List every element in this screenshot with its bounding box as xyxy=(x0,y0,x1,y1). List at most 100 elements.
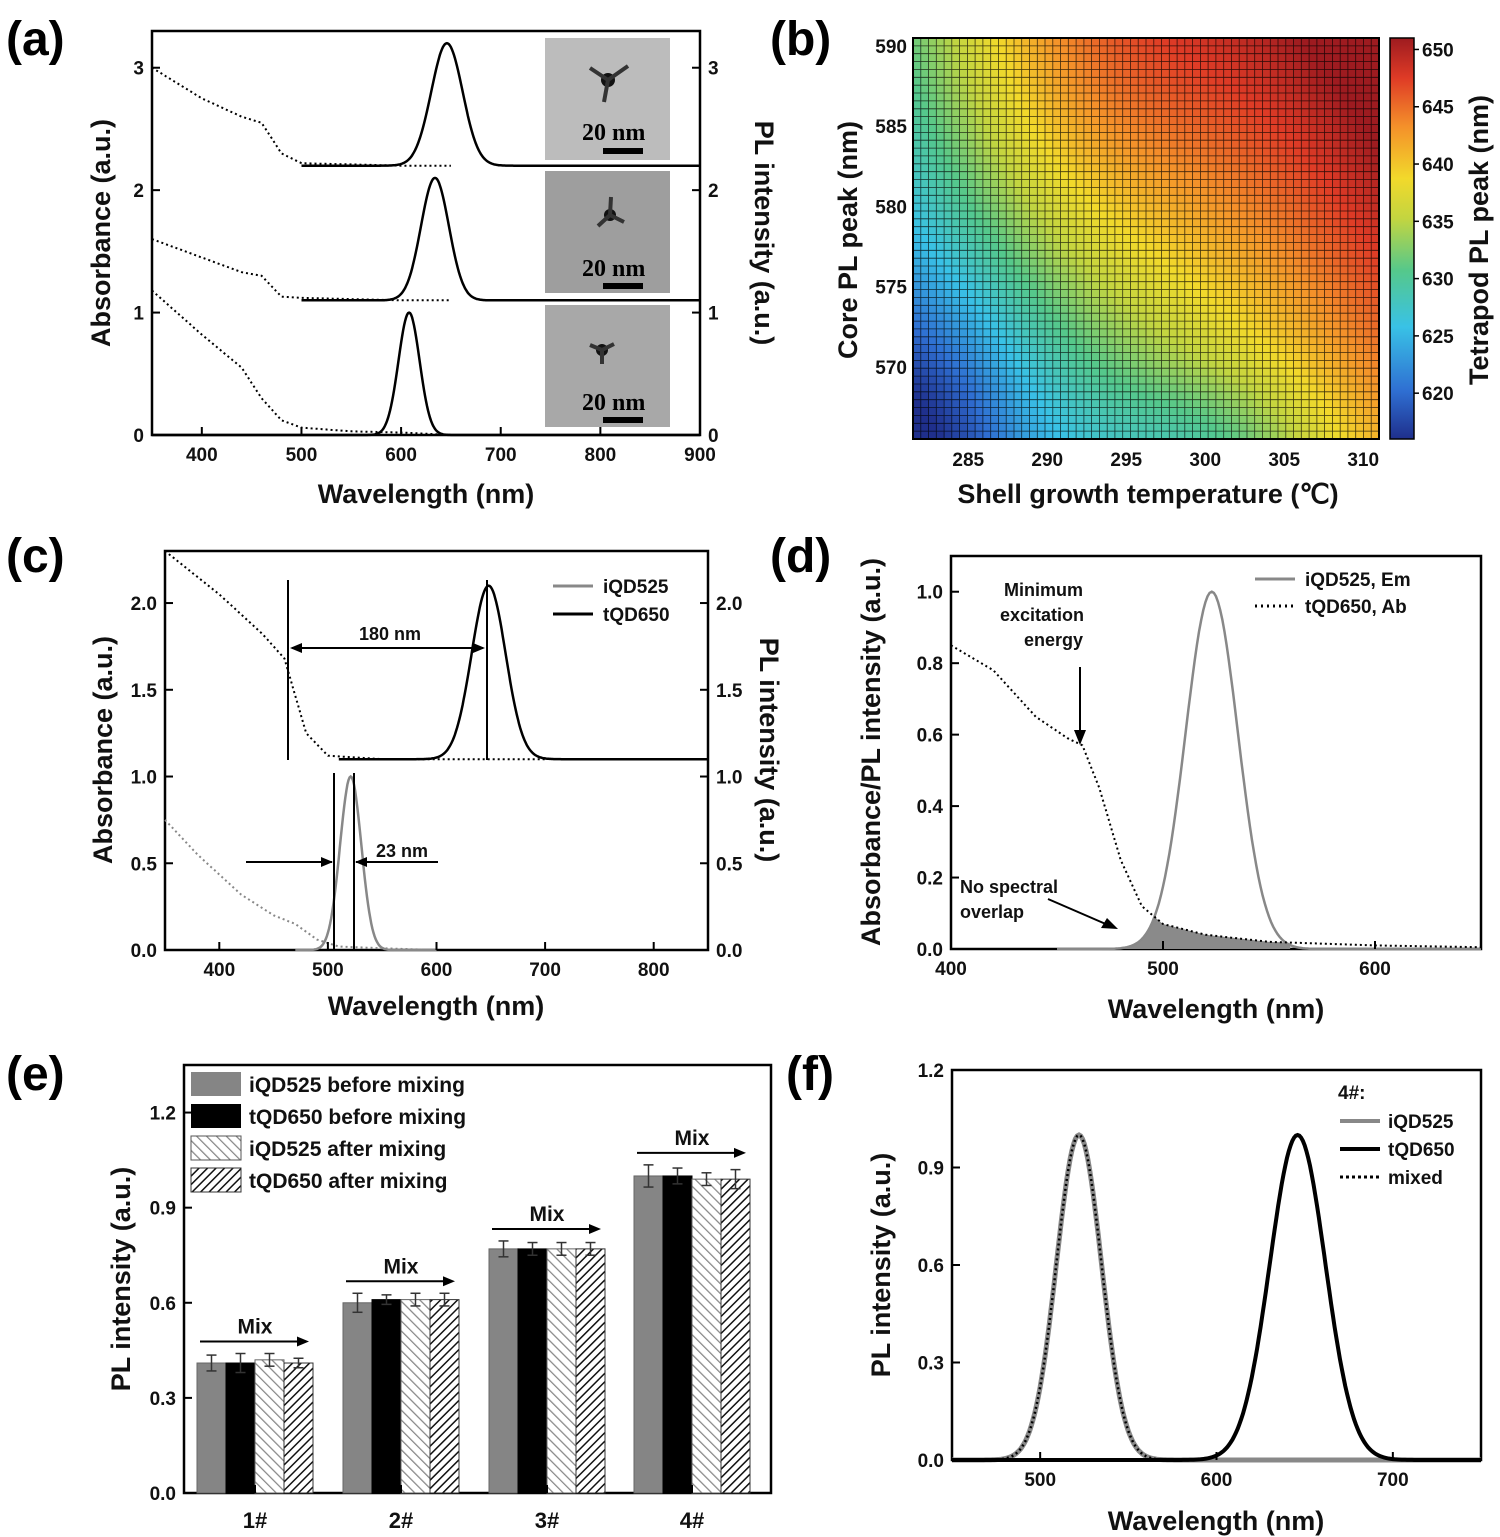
heatmap-cell xyxy=(990,148,999,157)
heatmap-cell xyxy=(1161,38,1170,47)
heatmap-cell xyxy=(990,140,999,149)
heatmap-cell xyxy=(1262,328,1271,338)
heatmap-cell xyxy=(1332,368,1341,377)
heatmap-cell xyxy=(1161,124,1170,133)
heatmap-cell xyxy=(1246,155,1256,165)
heatmap-cell xyxy=(928,383,937,393)
heatmap-cell xyxy=(1332,171,1341,180)
heatmap-cell xyxy=(1114,93,1124,102)
heatmap-cell xyxy=(920,376,929,385)
heatmap-cell xyxy=(928,258,937,267)
heatmap-cell xyxy=(1324,242,1333,251)
heatmap-cell xyxy=(1301,305,1310,314)
heatmap-cell xyxy=(1192,289,1201,298)
heatmap-cell xyxy=(1169,132,1178,141)
heatmap-cell xyxy=(1371,61,1380,70)
heatmap-cell xyxy=(1076,203,1085,212)
heatmap-cell xyxy=(967,77,976,86)
heatmap-cell xyxy=(1324,407,1333,416)
heatmap-cell xyxy=(1363,140,1372,149)
heatmap-cell xyxy=(990,297,999,306)
heatmap-cell xyxy=(1254,210,1263,220)
heatmap-cell xyxy=(998,391,1007,401)
heatmap-cell xyxy=(1161,328,1170,338)
heatmap-cell xyxy=(928,108,937,118)
heatmap-cell xyxy=(967,234,976,243)
heatmap-cell xyxy=(1332,391,1341,401)
heatmap-cell xyxy=(1371,45,1380,55)
heatmap-cell xyxy=(1231,234,1240,243)
heatmap-cell xyxy=(1239,53,1248,62)
heatmap-cell xyxy=(1316,140,1326,149)
heatmap-cell xyxy=(1192,376,1201,385)
heatmap-cell xyxy=(1301,266,1310,275)
heatmap-cell xyxy=(1037,108,1046,118)
heatmap-cell xyxy=(1192,187,1201,196)
heatmap-cell xyxy=(1262,360,1271,369)
heatmap-cell xyxy=(1309,187,1318,196)
pl-line-5 xyxy=(301,41,700,167)
heatmap-cell xyxy=(1285,171,1294,180)
heatmap-cell xyxy=(1285,53,1294,62)
heatmap-cell xyxy=(1099,258,1108,267)
x-tick-label: 400 xyxy=(203,960,235,981)
heatmap-cell xyxy=(1114,281,1124,291)
heatmap-cell xyxy=(959,210,968,220)
heatmap-cell xyxy=(1122,171,1131,180)
heatmap-cell xyxy=(1052,108,1061,118)
heatmap-cell xyxy=(936,415,945,424)
panel-c-label: (c) xyxy=(6,530,65,583)
heatmap-cell xyxy=(1215,38,1225,47)
heatmap-cell xyxy=(1340,45,1349,55)
heatmap-cell xyxy=(1037,171,1046,180)
heatmap-cell xyxy=(1169,273,1178,283)
heatmap-cell xyxy=(928,93,937,102)
heatmap-cell xyxy=(967,383,976,393)
heatmap-cell xyxy=(1146,313,1155,322)
heatmap-cell xyxy=(1184,258,1193,267)
heatmap-cell xyxy=(1254,258,1263,267)
heatmap-cell xyxy=(913,85,922,94)
heatmap-cell xyxy=(1239,423,1248,432)
heatmap-cell xyxy=(1169,376,1178,385)
y-tick-label: 0.9 xyxy=(150,1199,176,1220)
heatmap-cell xyxy=(1130,305,1139,314)
heatmap-cell xyxy=(920,399,929,408)
heatmap-cell xyxy=(1153,93,1162,102)
heatmap-cell xyxy=(1285,69,1294,78)
heatmap-cell xyxy=(1021,195,1030,204)
heatmap-cell xyxy=(1347,132,1357,141)
heatmap-cell xyxy=(1355,163,1364,173)
heatmap-cell xyxy=(1068,281,1077,291)
heatmap-cell xyxy=(1060,242,1069,251)
heatmap-cell xyxy=(1076,336,1085,346)
heatmap-cell xyxy=(1184,108,1193,118)
heatmap-cell xyxy=(1285,266,1294,275)
heatmap-cell xyxy=(1231,179,1240,188)
heatmap-cell xyxy=(1130,148,1139,157)
heatmap-cell xyxy=(1052,203,1061,212)
heatmap-cell xyxy=(975,336,984,346)
heatmap-cell xyxy=(1309,273,1318,283)
heatmap-cell xyxy=(959,376,968,385)
heatmap-cell xyxy=(1340,423,1349,432)
heatmap-cell xyxy=(1138,226,1147,235)
heatmap-cell xyxy=(998,69,1007,78)
heatmap-cell xyxy=(1091,289,1100,298)
heatmap-cell xyxy=(1060,368,1069,377)
heatmap-cell xyxy=(944,258,953,267)
heatmap-cell xyxy=(1083,140,1093,149)
heatmap-cell xyxy=(1076,407,1085,416)
heatmap-cell xyxy=(1107,423,1116,432)
heatmap-cell xyxy=(1316,352,1326,361)
heatmap-cell xyxy=(1254,187,1263,196)
heatmap-cell xyxy=(1138,383,1147,393)
heatmap-cell xyxy=(1099,273,1108,283)
heatmap-cell xyxy=(1060,297,1069,306)
heatmap-cell xyxy=(1122,305,1131,314)
heatmap-cell xyxy=(1029,93,1038,102)
heatmap-cell xyxy=(1107,368,1116,377)
heatmap-cell xyxy=(1013,163,1023,173)
heatmap-cell xyxy=(913,38,922,47)
heatmap-cell xyxy=(1091,250,1100,259)
